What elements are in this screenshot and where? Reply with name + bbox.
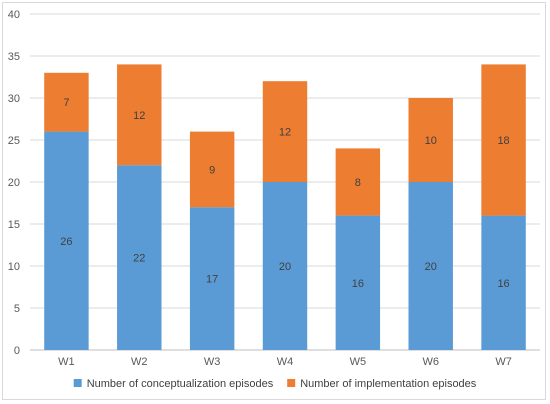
bar-segment: [262, 81, 308, 182]
data-label: 10: [425, 135, 437, 147]
x-tick-label: W2: [131, 356, 148, 368]
bar-segment: [335, 148, 381, 216]
y-tick-label: 40: [8, 9, 20, 21]
x-tick-label: W7: [495, 356, 512, 368]
bar-segment: [44, 72, 89, 132]
bar-segment: [117, 64, 162, 166]
x-tick-label: W3: [204, 356, 221, 368]
bar-segment: [189, 131, 235, 208]
data-label: 22: [133, 253, 145, 265]
bar-segment: [481, 64, 526, 216]
data-label: 20: [279, 261, 291, 273]
legend: Number of conceptualization episodes Numb…: [73, 378, 477, 390]
bar-segment: [189, 207, 235, 350]
y-tick-label: 20: [8, 177, 20, 189]
bar-segment: [481, 215, 526, 350]
data-label: 26: [60, 236, 72, 248]
x-tick-label: W4: [277, 356, 294, 368]
data-label: 7: [63, 97, 69, 109]
y-tick-label: 15: [8, 219, 20, 231]
y-tick-label: 25: [8, 135, 20, 147]
x-axis-tick-labels: W1 W2 W3 W4 W5 W6 W7: [58, 356, 512, 368]
y-tick-label: 10: [8, 261, 20, 273]
legend-label: Number of implementation episodes: [300, 378, 477, 390]
data-label: 8: [355, 177, 361, 189]
bars: 26 7 22 12 17 9 20 12 16 8 20 10 16 18: [44, 64, 526, 350]
x-tick-label: W5: [350, 356, 367, 368]
bar-segment: [262, 182, 308, 350]
data-label: 12: [279, 127, 291, 139]
y-tick-label: 5: [14, 303, 20, 315]
y-tick-label: 35: [8, 51, 20, 63]
legend-label: Number of conceptualization episodes: [87, 378, 274, 390]
data-label: 16: [497, 278, 509, 290]
y-tick-label: 0: [14, 345, 20, 357]
data-label: 16: [352, 278, 364, 290]
legend-swatch: [287, 379, 296, 387]
data-label: 12: [133, 110, 145, 122]
legend-swatch: [73, 379, 82, 387]
data-label: 9: [209, 164, 215, 176]
x-tick-label: W1: [58, 356, 75, 368]
bar-segment: [44, 131, 89, 350]
data-label: 20: [425, 261, 437, 273]
data-label: 18: [497, 135, 509, 147]
x-tick-label: W6: [422, 356, 439, 368]
y-axis-tick-labels: 0 5 10 15 20 25 30 35 40: [8, 9, 20, 357]
bar-segment: [335, 215, 381, 350]
y-tick-label: 30: [8, 93, 20, 105]
bar-segment: [408, 98, 453, 182]
bar-segment: [408, 182, 453, 350]
bar-segment: [117, 165, 162, 350]
data-label: 17: [206, 274, 218, 286]
